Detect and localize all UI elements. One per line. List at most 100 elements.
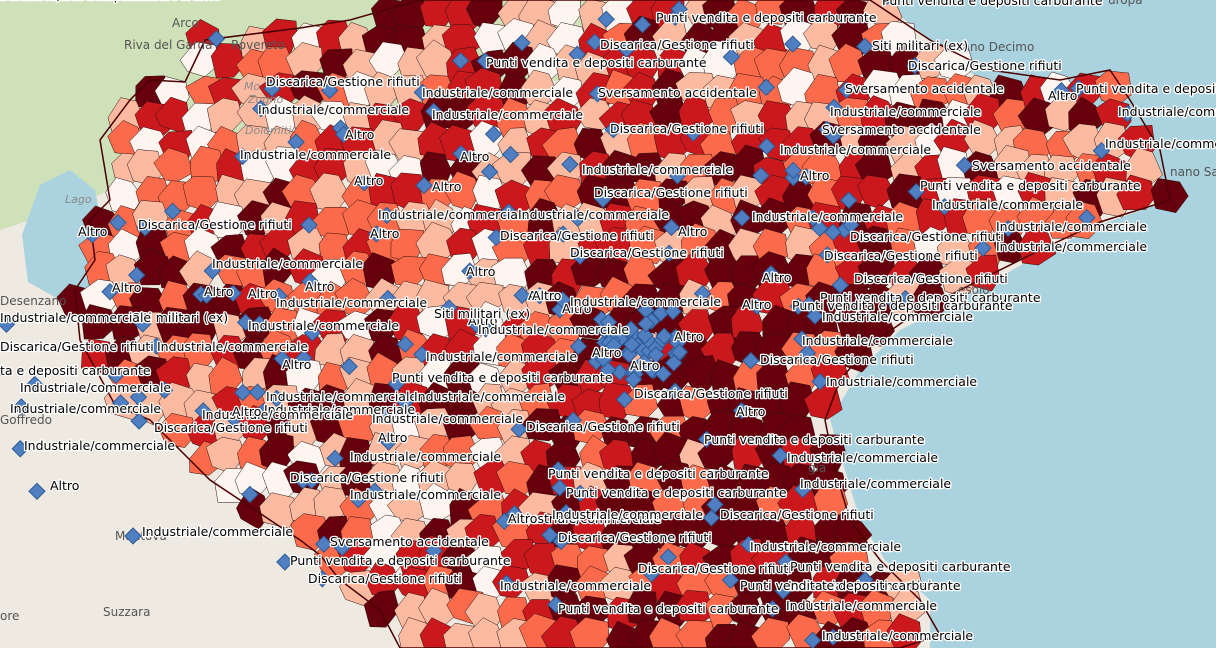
site-marker-icon[interactable] [762, 265, 780, 283]
site-marker-icon[interactable] [425, 542, 443, 560]
site-marker-icon[interactable] [300, 216, 318, 234]
site-marker-icon[interactable] [547, 595, 565, 614]
site-marker-icon[interactable] [647, 346, 665, 364]
site-marker-icon[interactable] [197, 286, 216, 305]
site-marker-icon[interactable] [495, 512, 514, 530]
site-marker-icon[interactable] [935, 198, 954, 216]
site-marker-icon[interactable] [203, 262, 221, 280]
site-marker-icon[interactable] [236, 313, 255, 332]
site-marker-icon[interactable] [461, 262, 479, 280]
site-marker-icon[interactable] [811, 372, 829, 391]
site-marker-icon[interactable] [693, 284, 712, 303]
site-marker-icon[interactable] [340, 357, 358, 376]
site-marker-icon[interactable] [321, 81, 339, 100]
site-marker-icon[interactable] [207, 30, 226, 48]
site-marker-icon[interactable] [1052, 82, 1071, 100]
site-marker-icon[interactable] [333, 538, 351, 557]
site-marker-icon[interactable] [733, 209, 751, 227]
site-marker-icon[interactable] [107, 366, 125, 384]
site-marker-icon[interactable] [840, 191, 858, 209]
site-marker-icon[interactable] [510, 420, 528, 439]
site-marker-icon[interactable] [487, 228, 505, 247]
site-marker-icon[interactable] [124, 527, 142, 545]
site-marker-icon[interactable] [740, 535, 758, 554]
site-marker-icon[interactable] [758, 137, 776, 156]
site-marker-icon[interactable] [907, 182, 925, 201]
site-marker-icon[interactable] [798, 344, 817, 362]
site-marker-icon[interactable] [668, 167, 687, 185]
site-marker-icon[interactable] [413, 83, 432, 102]
site-marker-icon[interactable] [530, 286, 549, 305]
site-marker-icon[interactable] [335, 125, 353, 144]
site-marker-icon[interactable] [748, 297, 766, 315]
site-marker-icon[interactable] [776, 553, 795, 571]
site-marker-icon[interactable] [366, 482, 384, 500]
site-marker-icon[interactable] [784, 161, 802, 180]
site-marker-icon[interactable] [254, 402, 273, 421]
site-marker-icon[interactable] [396, 335, 414, 353]
site-marker-icon[interactable] [818, 120, 836, 139]
site-marker-icon[interactable] [706, 495, 724, 514]
site-marker-icon[interactable] [505, 504, 524, 523]
site-marker-icon[interactable] [742, 351, 760, 370]
site-marker-icon[interactable] [379, 289, 397, 308]
site-marker-icon[interactable] [501, 145, 520, 164]
site-marker-icon[interactable] [624, 370, 643, 389]
site-marker-icon[interactable] [564, 411, 582, 429]
site-marker-icon[interactable] [906, 57, 924, 75]
site-marker-icon[interactable] [26, 375, 44, 394]
site-marker-icon[interactable] [101, 283, 119, 301]
site-marker-icon[interactable] [413, 345, 431, 364]
site-marker-icon[interactable] [697, 430, 716, 448]
site-marker-icon[interactable] [303, 324, 322, 342]
site-marker-icon[interactable] [896, 289, 915, 308]
site-marker-icon[interactable] [702, 509, 721, 527]
site-marker-icon[interactable] [571, 484, 589, 503]
site-marker-icon[interactable] [554, 225, 572, 243]
site-marker-icon[interactable] [569, 337, 588, 356]
site-marker-icon[interactable] [134, 315, 152, 333]
site-marker-icon[interactable] [588, 85, 607, 103]
site-marker-icon[interactable] [273, 349, 291, 368]
site-marker-icon[interactable] [664, 354, 683, 372]
site-marker-icon[interactable] [793, 330, 811, 348]
site-marker-icon[interactable] [372, 405, 391, 424]
site-marker-icon[interactable] [0, 315, 16, 333]
site-marker-icon[interactable] [355, 173, 373, 192]
site-marker-icon[interactable] [476, 52, 494, 70]
site-marker-icon[interactable] [825, 98, 843, 117]
site-marker-icon[interactable] [659, 548, 677, 566]
site-marker-icon[interactable] [552, 532, 570, 551]
site-marker-icon[interactable] [557, 503, 575, 522]
site-marker-icon[interactable] [224, 284, 242, 302]
site-marker-icon[interactable] [655, 327, 673, 345]
site-marker-icon[interactable] [263, 80, 281, 98]
site-marker-icon[interactable] [856, 571, 874, 589]
site-marker-icon[interactable] [11, 440, 29, 458]
site-marker-icon[interactable] [804, 209, 822, 227]
site-marker-icon[interactable] [295, 349, 313, 367]
site-marker-icon[interactable] [568, 45, 586, 63]
site-marker-icon[interactable] [654, 365, 672, 383]
site-marker-icon[interactable] [326, 449, 344, 468]
site-marker-icon[interactable] [111, 394, 130, 412]
site-marker-icon[interactable] [452, 144, 470, 163]
site-marker-icon[interactable] [549, 460, 567, 479]
site-marker-icon[interactable] [806, 307, 824, 325]
site-marker-icon[interactable] [800, 295, 818, 314]
site-marker-icon[interactable] [757, 78, 775, 96]
site-marker-icon[interactable] [477, 320, 495, 338]
site-marker-icon[interactable] [234, 383, 252, 402]
site-marker-icon[interactable] [880, 0, 896, 5]
site-marker-icon[interactable] [387, 375, 406, 393]
site-marker-icon[interactable] [396, 393, 414, 411]
site-marker-icon[interactable] [642, 565, 661, 583]
site-marker-icon[interactable] [252, 100, 270, 118]
site-marker-icon[interactable] [497, 574, 516, 592]
site-marker-icon[interactable] [662, 218, 681, 237]
site-marker-icon[interactable] [241, 485, 259, 504]
site-marker-icon[interactable] [721, 571, 740, 589]
site-marker-icon[interactable] [605, 336, 623, 355]
site-marker-icon[interactable] [803, 631, 822, 648]
site-marker-icon[interactable] [752, 166, 770, 185]
